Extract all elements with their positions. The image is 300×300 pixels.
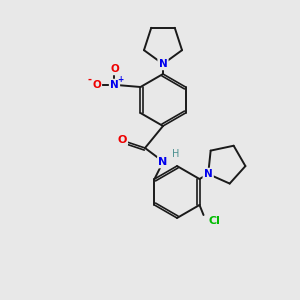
Text: O: O — [92, 80, 101, 90]
Text: O: O — [117, 135, 127, 145]
Text: O: O — [110, 64, 119, 74]
Text: H: H — [172, 149, 180, 159]
Text: +: + — [117, 76, 124, 85]
Text: N: N — [158, 157, 168, 167]
Text: N: N — [110, 80, 119, 90]
Text: -: - — [88, 75, 92, 85]
Text: Cl: Cl — [208, 216, 220, 226]
Text: N: N — [204, 169, 213, 179]
Text: N: N — [159, 59, 167, 69]
